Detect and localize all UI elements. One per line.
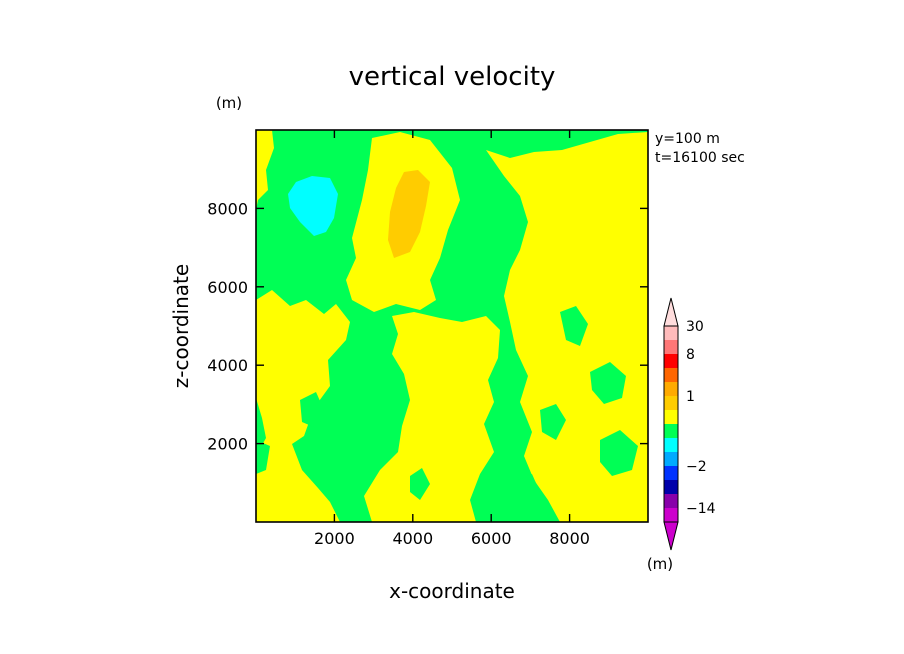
y-axis-label: z-coordinate [169, 264, 193, 388]
x-tick-label: 2000 [314, 529, 355, 548]
colorbar-segment [664, 340, 678, 354]
downdraft-region [288, 176, 338, 236]
background-islands [256, 306, 638, 508]
green-island-3 [560, 306, 588, 346]
colorbar-tick-label: 1 [686, 389, 695, 405]
colorbar: 30 8 1 −2 −14 [663, 297, 716, 551]
colorbar-segment [664, 424, 678, 438]
colorbar-segment [664, 326, 678, 340]
colorbar-segment [664, 368, 678, 382]
y-tick-label: 8000 [207, 199, 248, 218]
green-island-4 [590, 362, 626, 404]
y-axis: 2000 4000 6000 8000 [207, 199, 648, 454]
colorbar-min-extension [663, 521, 679, 551]
colorbar-tick-label: 30 [686, 319, 704, 335]
x-tick-label: 8000 [549, 529, 590, 548]
colorbar-segment [664, 466, 678, 480]
info-line-y: y=100 m [655, 131, 720, 147]
colorbar-segment [664, 452, 678, 466]
colorbar-segment [664, 480, 678, 494]
colorbar-segment [664, 508, 678, 522]
colorbar-tick-label: −14 [686, 501, 716, 517]
green-island-8 [518, 474, 540, 508]
updraft-core [388, 170, 430, 258]
info-line-t: t=16100 sec [655, 150, 745, 166]
plot-area [255, 129, 649, 523]
y-unit-label: (m) [216, 94, 242, 112]
colorbar-segment [664, 382, 678, 396]
colorbar-max-extension [663, 297, 679, 327]
y-tick-label: 2000 [207, 435, 248, 454]
green-island-7 [256, 440, 270, 474]
colorbar-tick-label: −2 [686, 459, 707, 475]
chart-title: vertical velocity [349, 62, 556, 92]
green-island-6 [600, 430, 638, 476]
green-island-1 [300, 392, 324, 428]
x-tick-label: 4000 [392, 529, 433, 548]
x-axis-label: x-coordinate [389, 579, 515, 603]
colorbar-tick-label: 8 [686, 347, 695, 363]
x-tick-label: 6000 [471, 529, 512, 548]
updraft-patch-small-2 [618, 290, 648, 336]
updraft-band-top [256, 130, 274, 210]
colorbar-segment [664, 494, 678, 508]
x-axis: 2000 4000 6000 8000 [314, 130, 590, 548]
green-island-5 [540, 404, 566, 440]
y-tick-label: 6000 [207, 278, 248, 297]
colorbar-segment [664, 354, 678, 368]
colorbar-segment [664, 396, 678, 410]
colorbar-segment [664, 410, 678, 424]
colorbar-segment [664, 438, 678, 452]
colorbar-frame [663, 325, 679, 523]
updraft-band-lower-center [364, 312, 500, 522]
plot-frame [255, 129, 649, 523]
updraft-patch-small-1 [264, 318, 284, 352]
green-island-2 [410, 468, 430, 500]
y-tick-label: 4000 [207, 356, 248, 375]
colorbar-unit-label: (m) [647, 555, 673, 573]
